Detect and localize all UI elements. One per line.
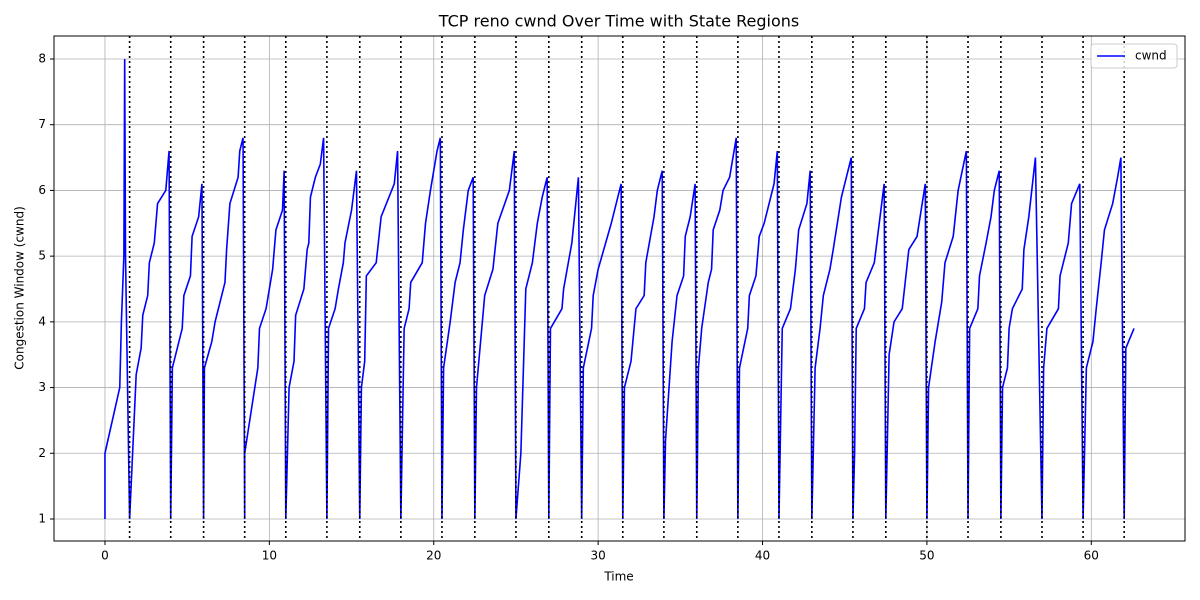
- y-tick-label: 5: [38, 249, 46, 263]
- y-tick-label: 2: [38, 446, 46, 460]
- legend-label: cwnd: [1135, 49, 1167, 63]
- plot-frame: [53, 35, 1186, 542]
- x-tick-label: 20: [426, 549, 441, 563]
- x-tick-label: 10: [262, 549, 277, 563]
- chart-title: TCP reno cwnd Over Time with State Regio…: [438, 12, 799, 31]
- x-axis-label: Time: [603, 570, 633, 584]
- y-tick-label: 6: [38, 183, 46, 197]
- y-tick-label: 4: [38, 314, 46, 328]
- y-tick-label: 3: [38, 380, 46, 394]
- legend-box: [1090, 43, 1178, 69]
- x-tick-label: 60: [1084, 549, 1099, 563]
- x-tick-label: 30: [590, 549, 605, 563]
- x-tick-label: 50: [919, 549, 934, 563]
- x-tick-label: 0: [101, 549, 109, 563]
- y-axis-label: Congestion Window (cwnd): [13, 206, 27, 370]
- y-tick-label: 8: [38, 51, 46, 65]
- series-line: [104, 58, 1135, 520]
- y-tick-label: 1: [38, 511, 46, 525]
- x-tick-label: 40: [755, 549, 770, 563]
- y-tick-label: 7: [38, 117, 46, 131]
